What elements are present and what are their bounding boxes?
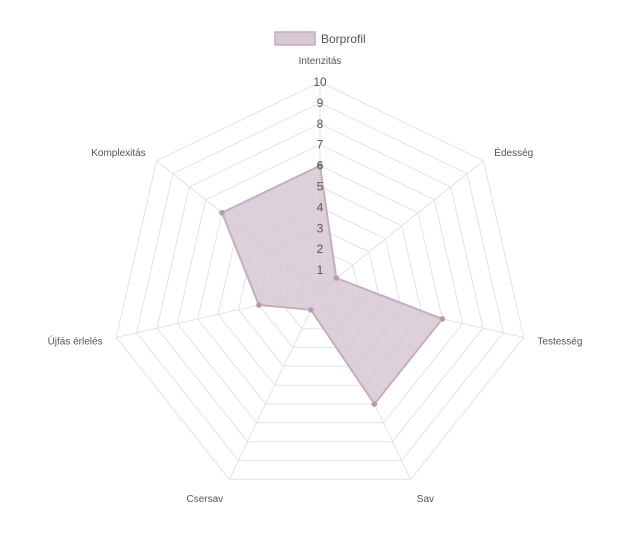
axis-label-2: Édesség [494,146,533,159]
axis-label-1: Intenzitás [299,56,342,67]
data-point-1 [316,162,323,169]
grid-ring-7 [176,144,464,424]
axis-label-6: Újfás érlelés [48,335,103,348]
data-point-6 [255,301,262,308]
legend[interactable]: Borprofil [274,31,366,46]
tick-label-5: 5 [317,180,324,194]
spoke-2 [319,160,484,292]
grid-ring-6 [197,165,443,405]
tick-label-6: 6 [317,159,324,173]
tick-label-8: 8 [317,117,324,131]
tick-label-7: 7 [317,138,324,152]
grid-ring-8 [156,123,484,443]
tick-label-4: 4 [317,200,324,214]
tick-label-10: 10 [313,75,327,89]
data-point-2 [333,274,340,281]
axis-label-7: Komplexitás [91,148,145,159]
axis-label-5: Csersav [187,494,224,505]
axis-labels: Intenzitás Édesség Testesség Sav Csersav Újfá… [48,56,583,505]
legend-swatch[interactable] [274,31,316,46]
data-point-4 [371,400,378,407]
tick-label-9: 9 [317,96,324,110]
data-point-3 [439,315,446,322]
tick-label-3: 3 [317,221,324,235]
axis-label-4: Sav [417,494,434,505]
grid-ring-9 [136,102,504,461]
data-point-5 [307,306,314,313]
tick-label-2: 2 [317,242,324,256]
radar-data [218,162,446,407]
legend-label-borprofil[interactable]: Borprofil [321,32,366,46]
spoke-5 [228,290,321,480]
axis-label-3: Testesség [537,337,582,348]
grid-ring-10 [115,81,525,480]
radar-grid [115,81,525,480]
tick-label-1: 1 [317,263,324,277]
radial-tick-labels: 1 2 3 4 5 6 7 8 9 10 [313,75,327,277]
data-point-7 [218,209,225,216]
data-area-1 [221,164,444,405]
